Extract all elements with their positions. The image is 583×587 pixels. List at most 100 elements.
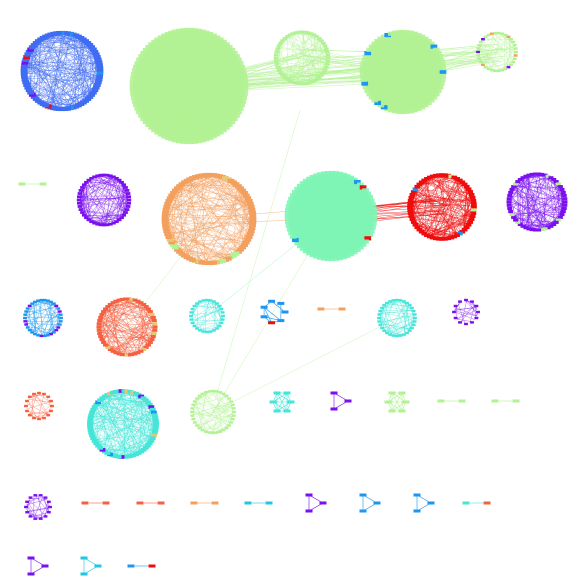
node <box>190 307 195 311</box>
cluster-edge <box>26 47 91 65</box>
node <box>96 66 104 71</box>
node <box>28 92 36 97</box>
node <box>471 208 477 212</box>
cluster-edge <box>308 33 327 53</box>
cluster-edge <box>99 402 134 455</box>
node <box>147 310 153 314</box>
node <box>90 90 97 95</box>
cluster-edge <box>167 226 226 259</box>
cluster-edge <box>364 34 412 76</box>
node <box>241 242 248 247</box>
node <box>436 54 444 59</box>
cluster-edge <box>529 188 561 229</box>
node <box>119 353 125 357</box>
node <box>124 208 130 211</box>
node <box>542 173 548 177</box>
node <box>320 256 328 261</box>
cluster-edge <box>380 323 411 330</box>
node <box>453 304 458 308</box>
node <box>168 137 176 142</box>
node <box>144 443 151 448</box>
cluster-edge <box>97 193 128 224</box>
motif-pair <box>317 307 346 311</box>
cluster-edge <box>85 214 121 218</box>
cluster-edge <box>420 177 452 185</box>
node <box>314 35 320 39</box>
cluster-edge <box>399 33 442 69</box>
cluster-edge <box>198 32 225 127</box>
node <box>294 186 302 191</box>
node <box>152 416 159 420</box>
node <box>125 192 131 195</box>
node <box>308 80 314 84</box>
node <box>407 208 413 212</box>
cluster-edge <box>510 196 564 200</box>
cluster-nodes <box>359 29 447 115</box>
node <box>168 30 176 35</box>
node <box>189 311 194 314</box>
node <box>248 226 256 231</box>
cluster-edge <box>32 395 52 407</box>
cluster-edge <box>109 306 154 329</box>
cluster-6 <box>76 173 132 227</box>
node <box>241 87 249 93</box>
cluster-edge <box>25 41 84 72</box>
node <box>239 188 247 193</box>
cluster-edges <box>411 176 473 238</box>
cluster-16 <box>24 391 54 421</box>
cluster-edge <box>277 59 327 66</box>
node <box>152 425 159 429</box>
node <box>439 73 447 79</box>
node <box>382 329 387 332</box>
node <box>33 332 37 336</box>
cluster-edge <box>478 49 500 71</box>
cluster-edge <box>45 38 87 99</box>
cluster-edge <box>96 406 117 455</box>
node <box>110 349 116 353</box>
node <box>92 85 100 90</box>
cluster-edge <box>191 176 214 258</box>
node <box>294 241 302 246</box>
cluster-edge <box>412 199 443 238</box>
node <box>183 139 191 145</box>
node <box>163 204 171 209</box>
node <box>493 69 498 73</box>
cluster-edge <box>479 47 501 71</box>
inter-link <box>214 109 301 401</box>
node <box>246 231 254 237</box>
node <box>288 196 295 201</box>
node <box>470 211 477 216</box>
node <box>116 352 122 356</box>
node <box>324 62 330 66</box>
cluster-edge <box>168 204 249 208</box>
node <box>190 407 195 410</box>
cluster-edge <box>85 177 113 216</box>
cluster-edge <box>186 183 209 262</box>
cluster-edge <box>411 205 469 223</box>
cluster-edge <box>411 204 459 234</box>
node <box>49 399 53 403</box>
node <box>229 421 234 424</box>
node <box>111 221 116 225</box>
cluster-edge <box>157 38 215 130</box>
cluster-edge <box>545 200 565 228</box>
cluster-edge <box>411 211 467 227</box>
cluster-edge <box>213 302 222 321</box>
cluster-edge <box>195 422 209 432</box>
cluster-edge <box>141 304 143 349</box>
node <box>140 116 148 122</box>
node <box>432 92 440 97</box>
motif-pair2 <box>127 564 156 568</box>
node <box>236 61 244 66</box>
node <box>145 307 151 311</box>
node <box>325 53 331 57</box>
node <box>362 54 370 59</box>
cluster-edge <box>139 107 192 140</box>
node <box>471 202 477 206</box>
cluster-edge <box>116 182 121 221</box>
node <box>39 182 47 186</box>
node <box>471 205 477 209</box>
node <box>506 203 512 207</box>
node <box>302 178 310 183</box>
node <box>437 81 445 86</box>
